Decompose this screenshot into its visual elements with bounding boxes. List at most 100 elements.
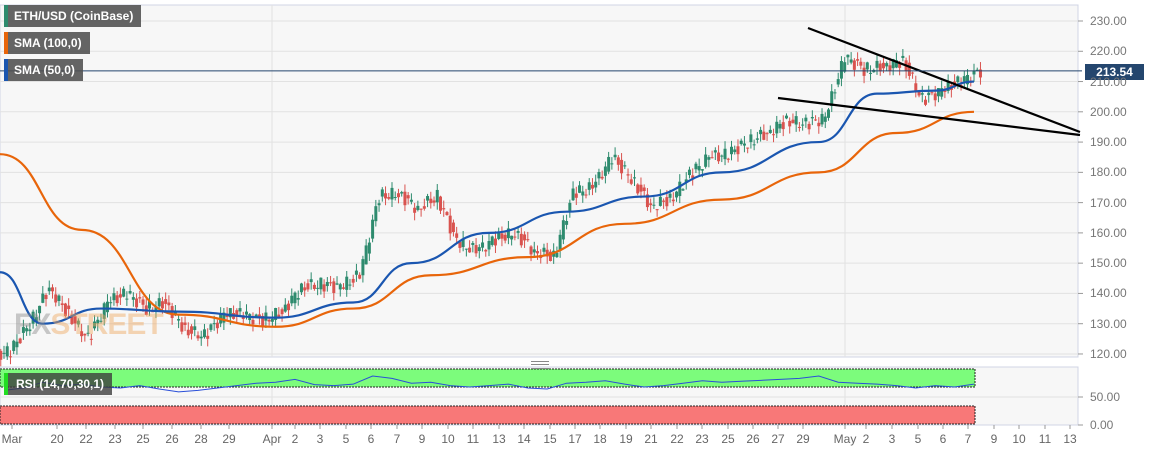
candle-body bbox=[978, 69, 982, 78]
x-tick-label: 25 bbox=[136, 432, 150, 446]
candle-body bbox=[730, 146, 733, 155]
candle-body bbox=[393, 197, 397, 199]
x-tick-label: May bbox=[833, 432, 857, 446]
candle-body bbox=[781, 122, 785, 130]
candle-body bbox=[946, 80, 950, 91]
legend-sma100[interactable]: SMA (100,0) bbox=[4, 32, 90, 54]
candle-body bbox=[827, 109, 830, 118]
candle-body bbox=[44, 294, 48, 300]
x-tick-label: 25 bbox=[721, 432, 735, 446]
candle-body bbox=[587, 182, 591, 190]
candle-body bbox=[89, 338, 93, 340]
candle-body bbox=[374, 206, 378, 222]
candle-body bbox=[164, 299, 168, 304]
candle-body bbox=[38, 305, 42, 314]
x-tick-label: 26 bbox=[746, 432, 760, 446]
candle-body bbox=[2, 352, 6, 354]
x-tick-label: 23 bbox=[695, 432, 709, 446]
candle-body bbox=[739, 140, 743, 145]
candle-body bbox=[694, 163, 698, 170]
pane-resize-handle[interactable] bbox=[531, 361, 549, 369]
candle-body bbox=[173, 311, 177, 315]
candle-body bbox=[565, 221, 569, 225]
x-tick-label: 3 bbox=[316, 432, 324, 446]
candle-body bbox=[426, 196, 430, 201]
candle-body bbox=[901, 55, 905, 58]
candle-body bbox=[15, 341, 19, 348]
candle-body bbox=[891, 59, 895, 69]
candle-body bbox=[561, 220, 565, 240]
candle-body bbox=[25, 328, 29, 332]
candle-body bbox=[60, 303, 64, 306]
candle-body bbox=[691, 175, 695, 179]
x-tick-label: 6 bbox=[939, 432, 947, 446]
lower-trendline bbox=[777, 96, 1081, 137]
candle-body bbox=[400, 192, 404, 194]
x-tick-label: 14 bbox=[517, 432, 531, 446]
x-tick-label: 7 bbox=[393, 432, 401, 446]
candle-body bbox=[274, 308, 278, 320]
candle-body bbox=[859, 61, 863, 66]
x-tick-label: 7 bbox=[964, 432, 972, 446]
legend-symbol-label: ETH/USD (CoinBase) bbox=[14, 9, 134, 23]
legend-sma100-label: SMA (100,0) bbox=[14, 36, 82, 50]
candle-body bbox=[439, 196, 442, 211]
legend-sma50[interactable]: SMA (50,0) bbox=[4, 59, 83, 81]
price-tick-label: 210.00 bbox=[1090, 74, 1127, 89]
candle-body bbox=[186, 329, 190, 336]
candle-body bbox=[335, 283, 339, 285]
fxstreet-watermark: FXSTREET bbox=[14, 308, 164, 342]
x-tick-label: 13 bbox=[492, 432, 506, 446]
candle-body bbox=[193, 326, 197, 330]
candle-body bbox=[529, 246, 533, 255]
candle-body bbox=[720, 155, 724, 157]
price-tick-label: 120.00 bbox=[1090, 346, 1127, 361]
candle-body bbox=[823, 116, 827, 122]
legend-symbol[interactable]: ETH/USD (CoinBase) bbox=[4, 5, 142, 27]
candle-body bbox=[817, 122, 821, 127]
x-tick-label: 20 bbox=[50, 432, 64, 446]
candle-body bbox=[458, 241, 462, 248]
candle-body bbox=[128, 291, 132, 294]
candle-body bbox=[869, 72, 873, 74]
candle-body bbox=[814, 119, 818, 121]
x-tick-label: 6 bbox=[367, 432, 375, 446]
candle-body bbox=[649, 203, 653, 206]
candle-body bbox=[843, 62, 847, 72]
candle-body bbox=[956, 76, 960, 83]
candle-body bbox=[610, 163, 614, 165]
candle-body bbox=[839, 61, 843, 79]
candle-body bbox=[0, 350, 3, 360]
candle-body bbox=[846, 54, 850, 58]
candle-body bbox=[138, 297, 142, 299]
candle-body bbox=[51, 287, 54, 292]
rsi-overbought-band bbox=[0, 368, 976, 388]
candle-body bbox=[148, 301, 151, 309]
candle-body bbox=[380, 189, 384, 197]
candle-body bbox=[503, 234, 507, 241]
candle-body bbox=[898, 63, 902, 68]
candle-body bbox=[160, 301, 164, 309]
candle-body bbox=[102, 303, 106, 319]
candle-body bbox=[206, 335, 210, 339]
x-tick-label: 5 bbox=[914, 432, 922, 446]
price-tick-label: 130.00 bbox=[1090, 316, 1127, 331]
candle-body bbox=[723, 148, 727, 160]
candle-body bbox=[568, 202, 572, 211]
price-tick-label: 160.00 bbox=[1090, 225, 1127, 240]
candle-body bbox=[927, 92, 931, 96]
legend-rsi[interactable]: RSI (14,70,30,1) bbox=[4, 373, 113, 395]
x-tick-label: 28 bbox=[194, 432, 208, 446]
candle-body bbox=[933, 93, 937, 101]
candle-body bbox=[481, 242, 485, 248]
candle-body bbox=[497, 231, 501, 239]
candle-body bbox=[849, 59, 853, 63]
x-tick-label: 15 bbox=[543, 432, 557, 446]
candle-body bbox=[713, 150, 717, 153]
candle-body bbox=[510, 235, 514, 240]
candle-body bbox=[351, 278, 355, 283]
candle-body bbox=[416, 205, 420, 210]
candle-body bbox=[280, 309, 284, 315]
